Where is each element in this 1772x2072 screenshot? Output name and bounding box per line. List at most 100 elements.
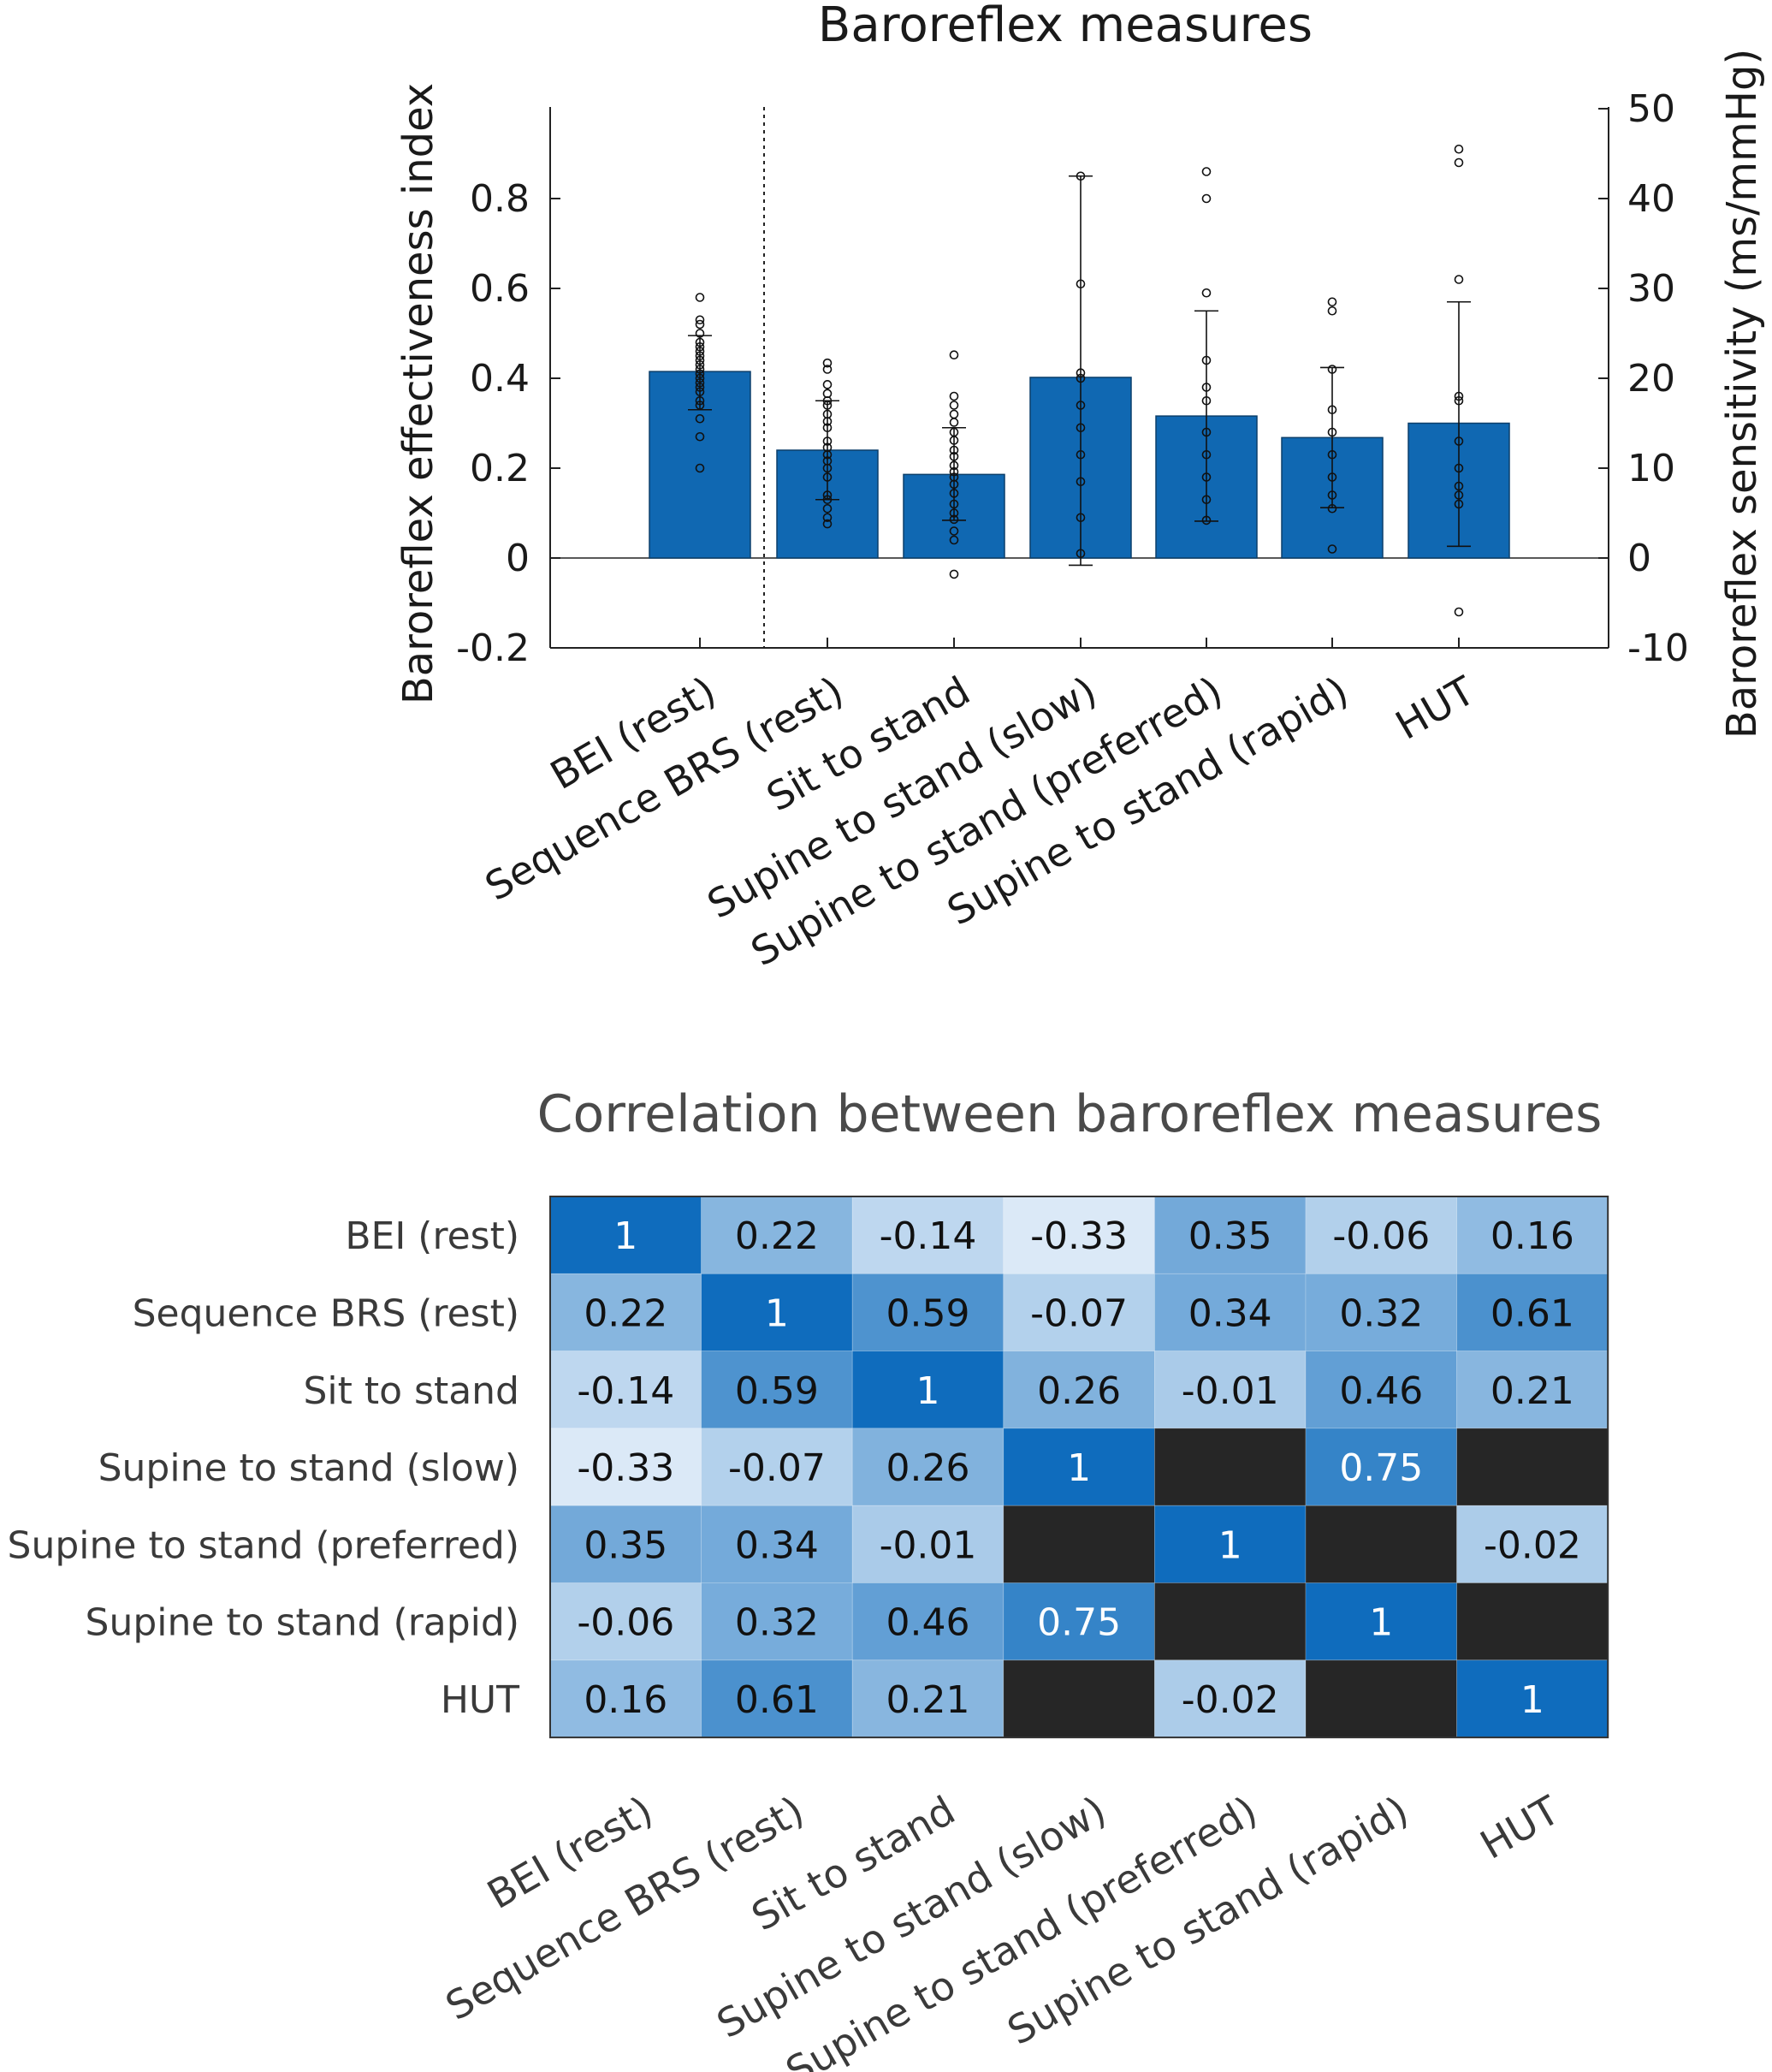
heatmap-cell	[1003, 1196, 1155, 1274]
heatmap-cell	[549, 1505, 702, 1583]
heatmap-cell-value: 0.26	[1037, 1369, 1121, 1413]
heatmap-cell	[1154, 1273, 1307, 1352]
data-point	[822, 365, 833, 374]
data-point	[1201, 193, 1212, 204]
data-point	[695, 319, 705, 330]
heatmap-cell	[851, 1428, 1005, 1506]
heatmap-cell-value: 0.16	[1490, 1214, 1574, 1258]
data-point	[1201, 449, 1212, 460]
data-point	[1327, 490, 1337, 500]
heatmap-cell-value: 0.35	[584, 1523, 667, 1567]
heatmap-cell	[1456, 1196, 1609, 1274]
data-point	[695, 377, 705, 388]
data-point	[949, 472, 959, 482]
heatmap-cell-value: 0.21	[1490, 1369, 1574, 1413]
right-tick-label: 20	[1627, 357, 1675, 401]
data-point	[949, 466, 959, 477]
data-point	[695, 315, 705, 325]
heatmap-cell	[1305, 1196, 1458, 1274]
heatmap-row-label: Supine to stand (slow)	[98, 1446, 519, 1490]
heatmap-cell-value: 0.59	[735, 1369, 819, 1413]
data-point	[695, 341, 705, 352]
heatmap-title: Correlation between baroreflex measures	[537, 1084, 1603, 1144]
data-point	[1201, 167, 1212, 176]
heatmap-cell-value: 0.75	[1339, 1446, 1423, 1490]
data-point	[949, 445, 959, 455]
heatmap-cell-value: -0.02	[1182, 1678, 1279, 1722]
heatmap-cell	[1456, 1428, 1609, 1506]
data-point	[949, 460, 959, 471]
data-point	[695, 347, 705, 356]
data-point	[1076, 477, 1086, 487]
heatmap-cell-value: -0.06	[1332, 1214, 1430, 1258]
heatmap-cell-value: -0.14	[880, 1214, 977, 1258]
heatmap-cell	[701, 1196, 853, 1274]
right-tick-label: -10	[1627, 626, 1689, 670]
heatmap-cell	[1154, 1659, 1307, 1738]
heatmap-cell-value: 0.75	[1037, 1601, 1121, 1645]
heatmap-cell-value: 0.34	[1188, 1291, 1272, 1335]
data-point	[1327, 306, 1337, 316]
data-point	[822, 472, 833, 482]
bar-chart-title: Baroreflex measures	[818, 0, 1313, 53]
heatmap-cell	[1154, 1428, 1307, 1506]
data-point	[695, 365, 705, 374]
heatmap-cell	[1456, 1582, 1609, 1661]
heatmap-cell	[1305, 1659, 1458, 1738]
heatmap-cell	[851, 1659, 1005, 1738]
data-point	[822, 513, 833, 523]
heatmap-cell-value: 0.26	[886, 1446, 970, 1490]
heatmap-cell-value: 0.22	[735, 1214, 819, 1258]
data-point	[1327, 472, 1337, 482]
heatmap-cell	[1154, 1196, 1307, 1274]
heatmap-cell-value: 0.22	[584, 1291, 667, 1335]
data-point	[949, 350, 959, 360]
data-point	[822, 490, 833, 500]
heatmap-cell-value: -0.33	[1030, 1214, 1128, 1258]
heatmap-row-label: BEI (rest)	[345, 1214, 519, 1258]
heatmap-cell	[549, 1428, 702, 1506]
data-point	[949, 401, 959, 410]
data-point	[949, 427, 959, 437]
data-point	[1327, 405, 1337, 415]
data-point	[1327, 544, 1337, 554]
data-point	[695, 373, 705, 383]
data-point	[949, 514, 959, 525]
data-point	[949, 418, 959, 427]
data-point	[822, 409, 833, 419]
data-point	[949, 452, 959, 461]
data-point	[695, 329, 705, 338]
heatmap-cell	[1305, 1505, 1458, 1583]
heatmap-cell-value: 1	[765, 1291, 789, 1335]
heatmap-cell	[1305, 1582, 1458, 1661]
data-point	[1454, 436, 1464, 446]
heatmap-cell-value: 0.16	[584, 1678, 667, 1722]
heatmap-cell	[851, 1505, 1005, 1583]
heatmap-cell-value: -0.14	[577, 1369, 674, 1413]
data-point	[949, 499, 959, 509]
heatmap-cell-value: -0.33	[577, 1446, 674, 1490]
data-point	[1454, 499, 1464, 509]
right-tick-label: 40	[1627, 177, 1675, 221]
data-point	[1201, 355, 1212, 365]
data-point	[1201, 288, 1212, 298]
heatmap-cell	[549, 1273, 702, 1352]
heatmap-cell	[1003, 1659, 1155, 1738]
heatmap-cell	[701, 1351, 853, 1429]
data-point	[1076, 401, 1086, 410]
data-point	[695, 293, 705, 302]
data-point	[949, 535, 959, 545]
heatmap-cell	[1154, 1582, 1307, 1661]
heatmap-cell	[549, 1196, 702, 1274]
data-point	[1201, 383, 1212, 392]
heatmap-cell	[1305, 1351, 1458, 1429]
heatmap-cell	[701, 1428, 853, 1506]
data-point	[695, 387, 705, 397]
data-point	[822, 456, 833, 466]
data-point	[695, 355, 705, 365]
heatmap-cell	[1003, 1273, 1155, 1352]
data-point	[1076, 513, 1086, 523]
heatmap-cell-value: 0.61	[1490, 1291, 1574, 1335]
data-point	[949, 409, 959, 419]
heatmap-cell	[1003, 1582, 1155, 1661]
